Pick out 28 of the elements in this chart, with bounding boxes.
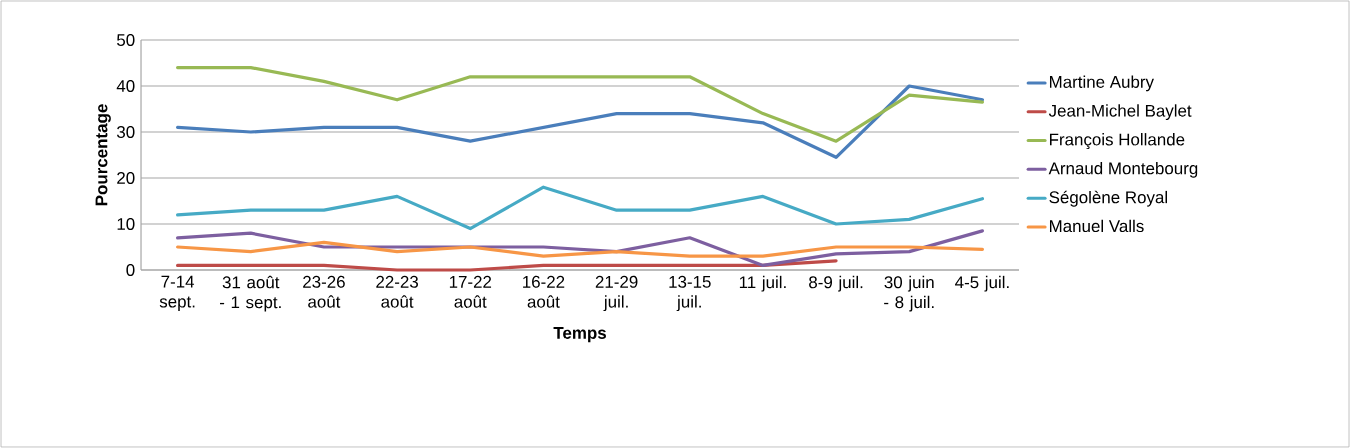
- y-tick-label: 30: [116, 125, 135, 138]
- legend-label: Jean-Michel Baylet: [1048, 104, 1192, 121]
- x-tick-label: 7-14 sept.: [159, 275, 195, 311]
- y-tick-label: 50: [117, 33, 135, 46]
- x-tick-label: 8-9 juil.: [809, 275, 863, 292]
- legend-label: François Hollande: [1049, 133, 1185, 149]
- x-axis-title: Temps: [553, 327, 606, 343]
- x-tick-label: 4-5 juil.: [955, 275, 1009, 292]
- line-series: [176, 240, 985, 258]
- line-series: [176, 185, 985, 231]
- x-tick-label: 31 août - 1 sept.: [219, 275, 281, 312]
- x-tick-label: 17-22 août: [449, 275, 492, 308]
- x-tick-label: 23-26 août: [303, 275, 345, 308]
- y-tick-label: 40: [116, 79, 135, 92]
- legend-label: Arnaud Montebourg: [1048, 161, 1198, 178]
- y-axis-title: Pourcentage: [95, 104, 111, 206]
- x-tick-label: 22-23 août: [376, 275, 418, 308]
- x-tick-label: 16-22 août: [523, 275, 565, 308]
- y-tick-label: 20: [117, 171, 135, 184]
- x-tick-label: 11 juil.: [739, 275, 786, 292]
- y-tick-label: 10: [117, 217, 135, 230]
- y-tick-label: 0: [126, 263, 135, 276]
- x-tick-label: 21-29 juil.: [595, 275, 638, 312]
- legend-label: Martine Aubry: [1049, 75, 1154, 92]
- x-tick-label: 13-15 juil.: [669, 275, 711, 312]
- x-tick-label: 30 juin - 8 juil.: [884, 275, 934, 312]
- legend-label: Manuel Valls: [1049, 219, 1144, 233]
- legend-label: Ségolène Royal: [1049, 190, 1167, 207]
